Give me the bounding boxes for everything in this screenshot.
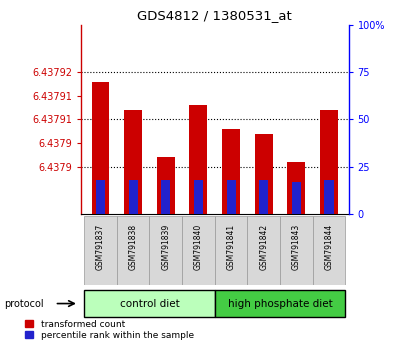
Bar: [215, 216, 247, 285]
Bar: [292, 182, 301, 214]
Bar: [117, 216, 149, 285]
Bar: [129, 180, 138, 214]
Bar: [84, 290, 215, 317]
Text: GSM791840: GSM791840: [194, 224, 203, 270]
Bar: [312, 216, 345, 285]
Bar: [280, 216, 312, 285]
Bar: [222, 129, 240, 214]
Text: high phosphate diet: high phosphate diet: [228, 298, 332, 309]
Text: protocol: protocol: [4, 298, 44, 309]
Text: GSM791838: GSM791838: [129, 224, 138, 270]
Bar: [157, 157, 175, 214]
Bar: [194, 180, 203, 214]
Bar: [247, 216, 280, 285]
Bar: [259, 180, 268, 214]
Bar: [182, 216, 215, 285]
Text: GSM791837: GSM791837: [96, 224, 105, 270]
Bar: [161, 180, 171, 214]
Bar: [325, 180, 334, 214]
Text: GSM791839: GSM791839: [161, 224, 170, 270]
Bar: [190, 105, 208, 214]
Legend: transformed count, percentile rank within the sample: transformed count, percentile rank withi…: [25, 320, 194, 340]
Title: GDS4812 / 1380531_at: GDS4812 / 1380531_at: [137, 9, 292, 22]
Text: GSM791843: GSM791843: [292, 224, 301, 270]
Bar: [227, 180, 236, 214]
Bar: [92, 81, 110, 214]
Bar: [124, 110, 142, 214]
Text: GSM791842: GSM791842: [259, 224, 268, 270]
Bar: [320, 110, 338, 214]
Bar: [215, 290, 345, 317]
Text: control diet: control diet: [120, 298, 179, 309]
Text: GSM791841: GSM791841: [227, 224, 236, 270]
Bar: [96, 180, 105, 214]
Bar: [149, 216, 182, 285]
Bar: [255, 134, 273, 214]
Bar: [288, 162, 305, 214]
Bar: [84, 216, 117, 285]
Text: GSM791844: GSM791844: [325, 224, 334, 270]
